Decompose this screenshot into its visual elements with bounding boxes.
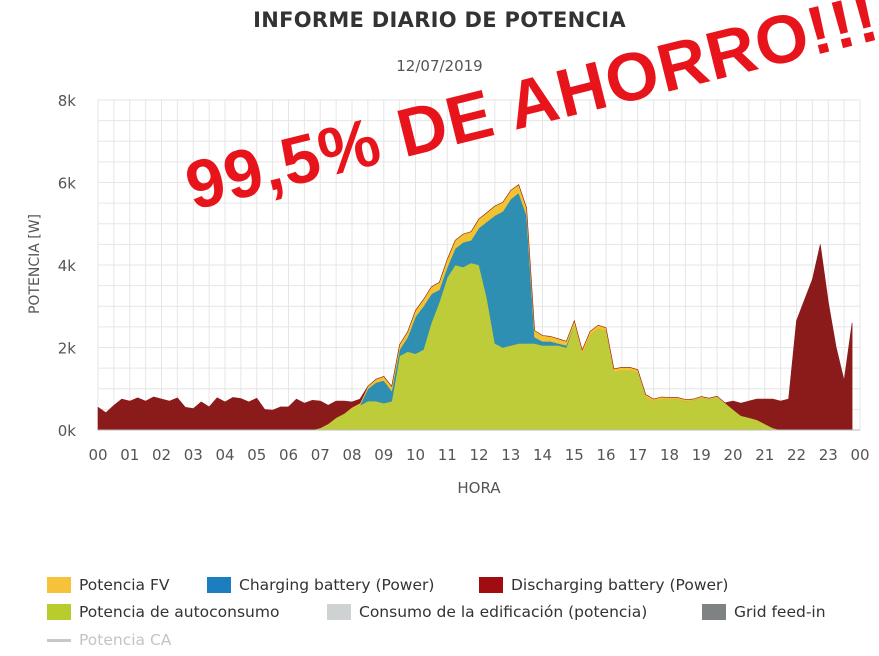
- x-tick-label: 12: [469, 446, 488, 464]
- legend-swatch: [47, 577, 71, 593]
- legend-swatch: [327, 604, 351, 620]
- x-tick-label: 22: [787, 446, 806, 464]
- legend-swatch: [207, 577, 231, 593]
- x-tick-label: 21: [755, 446, 774, 464]
- chart-axes: 00 01 02 03 04 05 06 07 08 09 10 11 12 13 14 15 16 17 18 19…: [58, 92, 870, 464]
- legend-item-potencia-ca[interactable]: Potencia CA: [47, 631, 171, 649]
- x-tick-label: 18: [660, 446, 679, 464]
- power-chart: 00 01 02 03 04 05 06 07 08 09 10 11 12 13 14 15 16 17 18 19…: [27, 92, 870, 497]
- legend-swatch: [702, 604, 726, 620]
- x-tick-label: 00: [850, 446, 869, 464]
- x-tick-label: 19: [692, 446, 711, 464]
- legend-label: Discharging battery (Power): [511, 576, 729, 594]
- chart-title: INFORME DIARIO DE POTENCIA: [253, 8, 626, 32]
- y-tick-label: 6k: [58, 175, 77, 193]
- x-tick-label: 00: [88, 446, 107, 464]
- legend-item-grid-feed-in[interactable]: Grid feed-in: [702, 603, 826, 621]
- x-tick-label: 09: [374, 446, 393, 464]
- x-tick-label: 05: [247, 446, 266, 464]
- y-axis-label: POTENCIA [W]: [27, 214, 43, 314]
- x-tick-label: 03: [184, 446, 203, 464]
- y-tick-label: 4k: [58, 257, 77, 275]
- legend-item-potencia-fv[interactable]: Potencia FV: [47, 576, 170, 594]
- x-tick-label: 13: [501, 446, 520, 464]
- y-tick-label: 8k: [58, 92, 77, 110]
- x-tick-label: 14: [533, 446, 552, 464]
- x-tick-label: 10: [406, 446, 425, 464]
- x-tick-label: 01: [120, 446, 139, 464]
- x-axis-label: HORA: [457, 479, 501, 497]
- x-tick-label: 07: [311, 446, 330, 464]
- legend-item-discharging-battery[interactable]: Discharging battery (Power): [479, 576, 728, 594]
- x-tick-label: 20: [723, 446, 742, 464]
- legend-item-autoconsumo[interactable]: Potencia de autoconsumo: [47, 603, 279, 621]
- legend-swatch: [47, 604, 71, 620]
- x-tick-label: 11: [438, 446, 457, 464]
- x-tick-label: 08: [342, 446, 361, 464]
- legend-item-consumo-edificacion[interactable]: Consumo de la edificación (potencia): [327, 603, 647, 621]
- y-tick-label: 0k: [58, 422, 77, 440]
- chart-subtitle: 12/07/2019: [396, 57, 483, 75]
- legend-line-swatch: [47, 638, 71, 642]
- x-tick-label: 16: [596, 446, 615, 464]
- legend-swatch: [479, 577, 503, 593]
- legend-label: Charging battery (Power): [239, 576, 435, 594]
- x-tick-label: 23: [819, 446, 838, 464]
- legend-label: Potencia FV: [79, 576, 170, 594]
- legend-label: Grid feed-in: [734, 603, 826, 621]
- legend-label: Consumo de la edificación (potencia): [359, 603, 648, 621]
- legend-item-charging-battery[interactable]: Charging battery (Power): [207, 576, 434, 594]
- legend-label: Potencia de autoconsumo: [79, 603, 280, 621]
- x-tick-label: 15: [565, 446, 584, 464]
- x-tick-label: 04: [215, 446, 234, 464]
- x-tick-label: 02: [152, 446, 171, 464]
- y-tick-label: 2k: [58, 340, 77, 358]
- legend-label: Potencia CA: [79, 631, 172, 649]
- x-tick-label: 17: [628, 446, 647, 464]
- x-tick-label: 06: [279, 446, 298, 464]
